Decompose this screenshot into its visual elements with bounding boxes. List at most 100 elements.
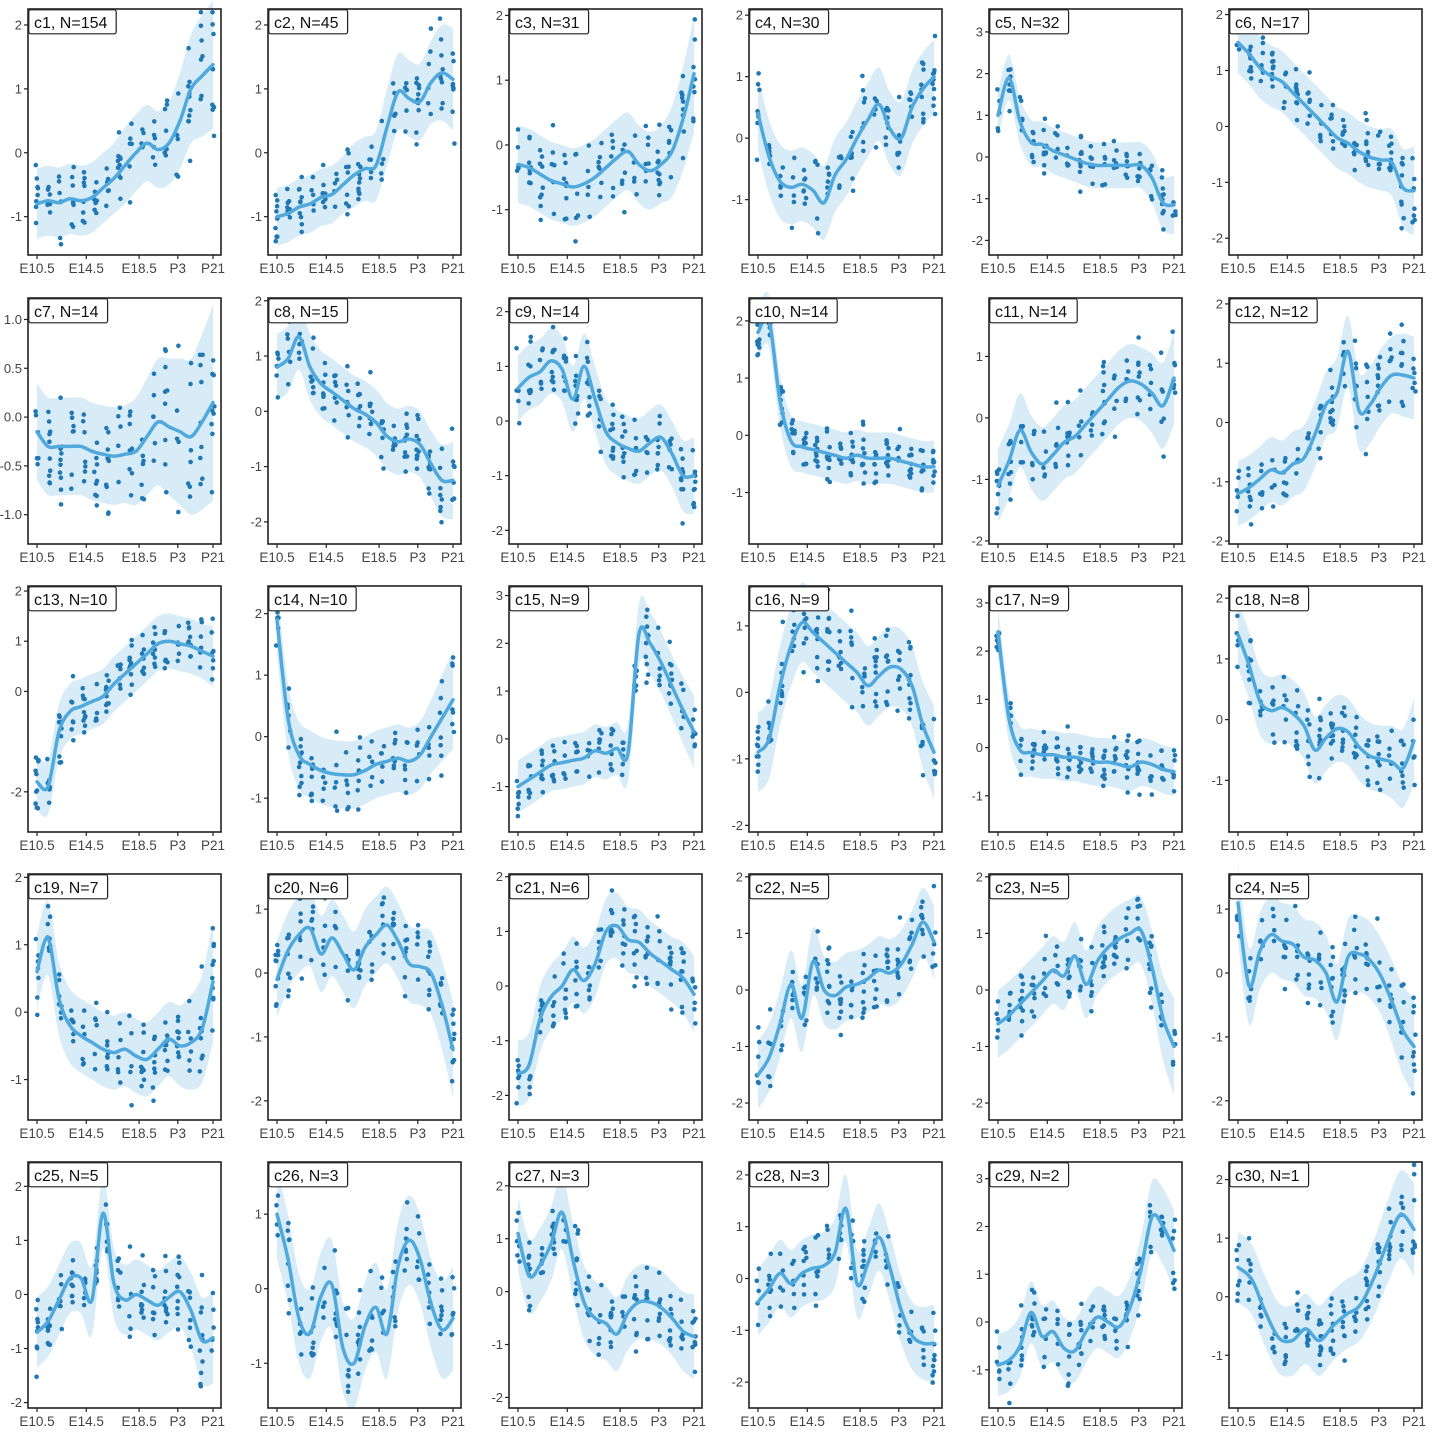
data-point <box>585 747 590 753</box>
x-tick-label: P3 <box>651 550 668 565</box>
data-point <box>550 1208 555 1214</box>
data-point <box>801 641 807 646</box>
data-point <box>344 192 350 198</box>
x-tick-label: E18.5 <box>361 550 396 565</box>
x-tick-label: E14.5 <box>550 550 585 565</box>
data-point <box>58 457 63 463</box>
data-point <box>994 471 1000 477</box>
data-point <box>104 166 109 171</box>
data-point <box>176 1274 182 1280</box>
data-point <box>679 90 684 95</box>
data-point <box>1055 963 1060 969</box>
y-tick-label: -1 <box>971 472 983 487</box>
data-point <box>127 200 133 205</box>
data-point <box>574 749 580 755</box>
data-point <box>185 1029 191 1035</box>
data-point <box>1170 213 1176 218</box>
data-point <box>573 421 578 426</box>
data-point <box>199 379 204 385</box>
panel-title-box <box>989 586 1070 612</box>
data-point <box>450 51 456 56</box>
data-point <box>837 1015 842 1021</box>
data-point <box>1294 746 1300 751</box>
data-point <box>1246 1297 1252 1303</box>
data-point <box>188 1344 194 1349</box>
data-point <box>1101 924 1107 929</box>
data-point <box>1328 741 1334 746</box>
data-point <box>188 654 193 659</box>
data-point <box>610 194 616 199</box>
data-point <box>610 1306 616 1311</box>
data-point <box>286 745 291 750</box>
data-point <box>1307 70 1312 75</box>
data-point <box>286 1237 292 1243</box>
data-point <box>691 500 697 506</box>
data-point <box>1399 1247 1404 1253</box>
x-tick-label: P3 <box>1131 1414 1148 1429</box>
x-tick-label: P3 <box>651 1414 668 1429</box>
data-point <box>128 136 133 141</box>
data-point <box>427 949 433 954</box>
y-tick-label: -1 <box>10 1341 22 1356</box>
data-point <box>1269 485 1275 490</box>
x-tick-label: E10.5 <box>740 1126 775 1141</box>
data-point <box>849 704 855 710</box>
data-point <box>1352 755 1358 760</box>
data-point <box>574 965 579 970</box>
data-point <box>174 408 180 413</box>
data-point <box>176 1254 181 1259</box>
data-point <box>1270 84 1275 89</box>
data-point <box>906 639 912 645</box>
confidence-ribbon <box>758 888 934 1109</box>
data-point <box>345 388 351 394</box>
data-point <box>273 958 278 963</box>
data-point <box>1365 364 1370 370</box>
data-point <box>1089 422 1095 428</box>
data-point <box>1342 1358 1347 1363</box>
data-point <box>1065 989 1071 995</box>
data-point <box>1282 739 1287 745</box>
data-point <box>1235 613 1240 619</box>
data-point <box>1270 702 1276 707</box>
data-point <box>1148 193 1154 199</box>
data-point <box>92 469 97 475</box>
data-point <box>644 981 650 987</box>
data-point <box>1234 1257 1240 1263</box>
data-point <box>919 82 924 88</box>
data-point <box>1148 944 1154 949</box>
data-point <box>1341 999 1347 1004</box>
data-point <box>151 458 157 464</box>
data-point <box>921 954 926 959</box>
data-point <box>1124 775 1130 780</box>
data-point <box>150 1284 156 1290</box>
data-point <box>346 151 351 156</box>
data-point <box>1031 159 1036 165</box>
x-tick-label: P21 <box>1402 550 1426 565</box>
data-point <box>1412 1244 1418 1250</box>
data-point <box>141 1315 146 1320</box>
x-tick-label: E18.5 <box>1082 1414 1117 1429</box>
data-point <box>1413 1032 1418 1037</box>
data-point <box>1363 942 1368 947</box>
data-point <box>275 395 281 400</box>
data-point <box>1008 469 1014 475</box>
y-tick-label: -1.0 <box>0 507 22 522</box>
data-point <box>1364 1264 1370 1269</box>
data-point <box>285 336 291 341</box>
y-tick-label: 1 <box>736 1219 743 1234</box>
x-tick-label: E10.5 <box>19 1126 54 1141</box>
y-tick-label: 0 <box>1216 415 1223 430</box>
data-point <box>1295 743 1300 748</box>
data-point <box>275 942 280 948</box>
data-point <box>1330 1020 1335 1025</box>
data-point <box>393 111 398 117</box>
data-point <box>680 1336 686 1342</box>
data-point <box>679 968 684 974</box>
data-point <box>633 1274 638 1280</box>
data-point <box>404 108 409 113</box>
data-point <box>1170 329 1175 335</box>
data-point <box>666 691 672 696</box>
data-point <box>814 1269 819 1275</box>
data-point <box>1295 446 1301 452</box>
